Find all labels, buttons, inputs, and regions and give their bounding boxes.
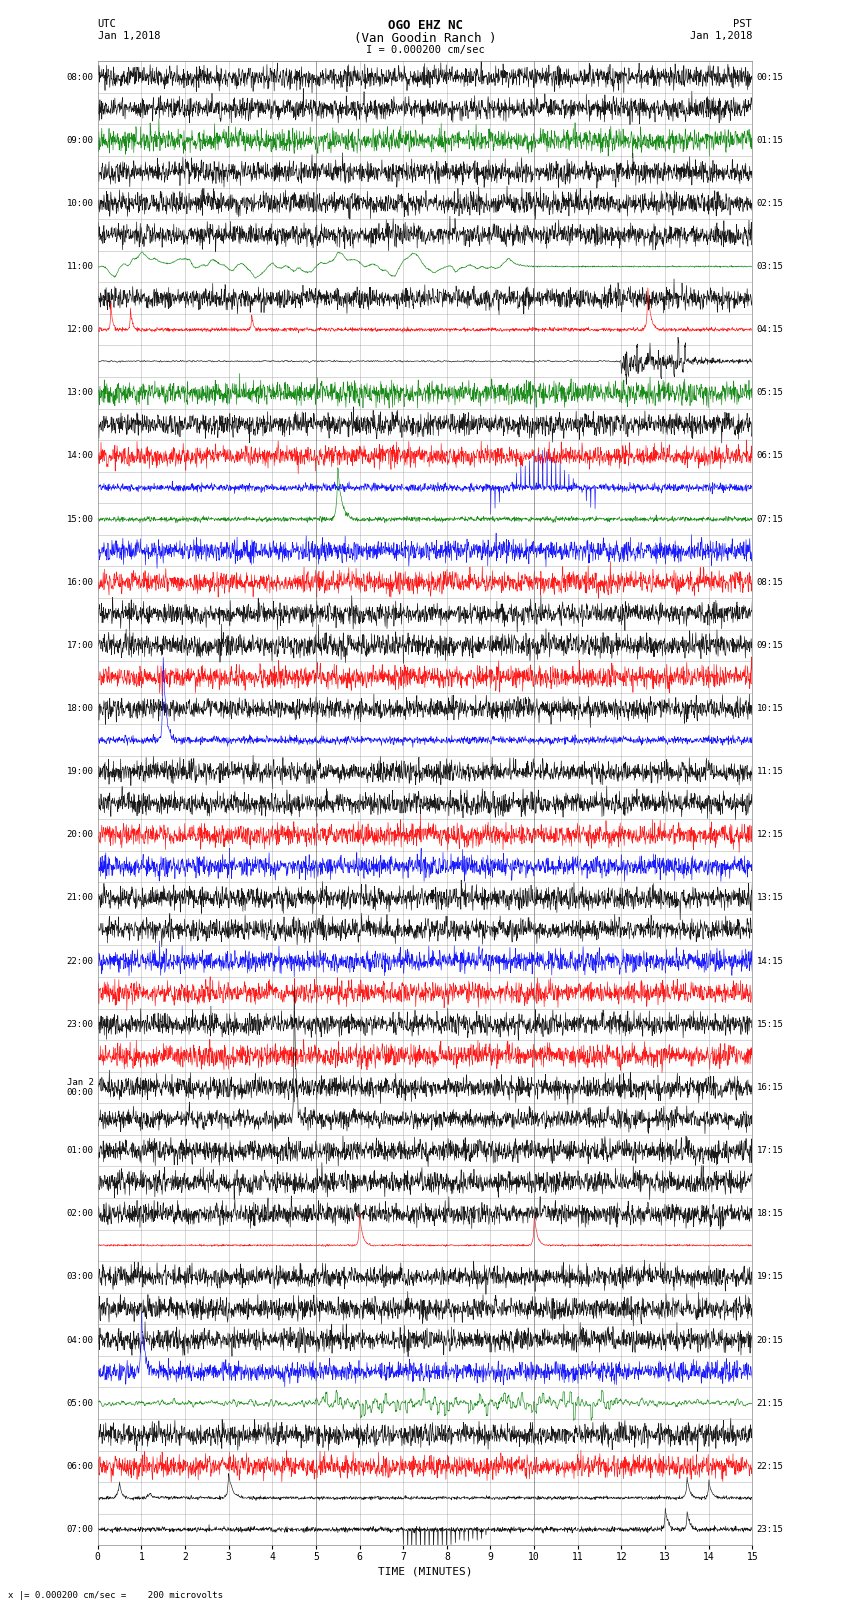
- Text: 15:00: 15:00: [66, 515, 94, 524]
- Text: 11:15: 11:15: [756, 768, 784, 776]
- Text: I = 0.000200 cm/sec: I = 0.000200 cm/sec: [366, 45, 484, 55]
- Text: 21:15: 21:15: [756, 1398, 784, 1408]
- Text: x |= 0.000200 cm/sec =    200 microvolts: x |= 0.000200 cm/sec = 200 microvolts: [8, 1590, 224, 1600]
- Text: 09:00: 09:00: [66, 135, 94, 145]
- Text: 05:15: 05:15: [756, 389, 784, 397]
- Text: 03:00: 03:00: [66, 1273, 94, 1281]
- Text: 06:15: 06:15: [756, 452, 784, 460]
- Text: 13:00: 13:00: [66, 389, 94, 397]
- Text: 00:15: 00:15: [756, 73, 784, 82]
- Text: Jan 1,2018: Jan 1,2018: [98, 31, 161, 40]
- Text: Jan 1,2018: Jan 1,2018: [689, 31, 752, 40]
- Text: 10:00: 10:00: [66, 198, 94, 208]
- Text: 22:00: 22:00: [66, 957, 94, 966]
- Text: 18:00: 18:00: [66, 703, 94, 713]
- Text: 21:00: 21:00: [66, 894, 94, 903]
- Text: 23:00: 23:00: [66, 1019, 94, 1029]
- Text: 20:00: 20:00: [66, 831, 94, 839]
- Text: 13:15: 13:15: [756, 894, 784, 903]
- Text: 12:00: 12:00: [66, 326, 94, 334]
- Text: 18:15: 18:15: [756, 1210, 784, 1218]
- Text: 08:15: 08:15: [756, 577, 784, 587]
- Text: 17:15: 17:15: [756, 1147, 784, 1155]
- Text: PST: PST: [734, 19, 752, 29]
- Text: 02:15: 02:15: [756, 198, 784, 208]
- Text: 02:00: 02:00: [66, 1210, 94, 1218]
- Text: 01:00: 01:00: [66, 1147, 94, 1155]
- Text: UTC: UTC: [98, 19, 116, 29]
- Text: 05:00: 05:00: [66, 1398, 94, 1408]
- Text: 23:15: 23:15: [756, 1524, 784, 1534]
- Text: 04:00: 04:00: [66, 1336, 94, 1345]
- Text: 20:15: 20:15: [756, 1336, 784, 1345]
- Text: 19:15: 19:15: [756, 1273, 784, 1281]
- Text: 09:15: 09:15: [756, 640, 784, 650]
- Text: 19:00: 19:00: [66, 768, 94, 776]
- Text: 04:15: 04:15: [756, 326, 784, 334]
- Text: (Van Goodin Ranch ): (Van Goodin Ranch ): [354, 32, 496, 45]
- Text: 12:15: 12:15: [756, 831, 784, 839]
- Text: 15:15: 15:15: [756, 1019, 784, 1029]
- Text: 16:00: 16:00: [66, 577, 94, 587]
- Text: 16:15: 16:15: [756, 1082, 784, 1092]
- Text: 01:15: 01:15: [756, 135, 784, 145]
- Text: 07:15: 07:15: [756, 515, 784, 524]
- Text: 08:00: 08:00: [66, 73, 94, 82]
- Text: 11:00: 11:00: [66, 261, 94, 271]
- Text: TIME (MINUTES): TIME (MINUTES): [377, 1566, 473, 1576]
- Text: 06:00: 06:00: [66, 1461, 94, 1471]
- Text: 14:00: 14:00: [66, 452, 94, 460]
- Text: 14:15: 14:15: [756, 957, 784, 966]
- Text: 10:15: 10:15: [756, 703, 784, 713]
- Text: 03:15: 03:15: [756, 261, 784, 271]
- Text: 22:15: 22:15: [756, 1461, 784, 1471]
- Text: 07:00: 07:00: [66, 1524, 94, 1534]
- Text: 17:00: 17:00: [66, 640, 94, 650]
- Text: Jan 2
00:00: Jan 2 00:00: [66, 1077, 94, 1097]
- Text: OGO EHZ NC: OGO EHZ NC: [388, 19, 462, 32]
